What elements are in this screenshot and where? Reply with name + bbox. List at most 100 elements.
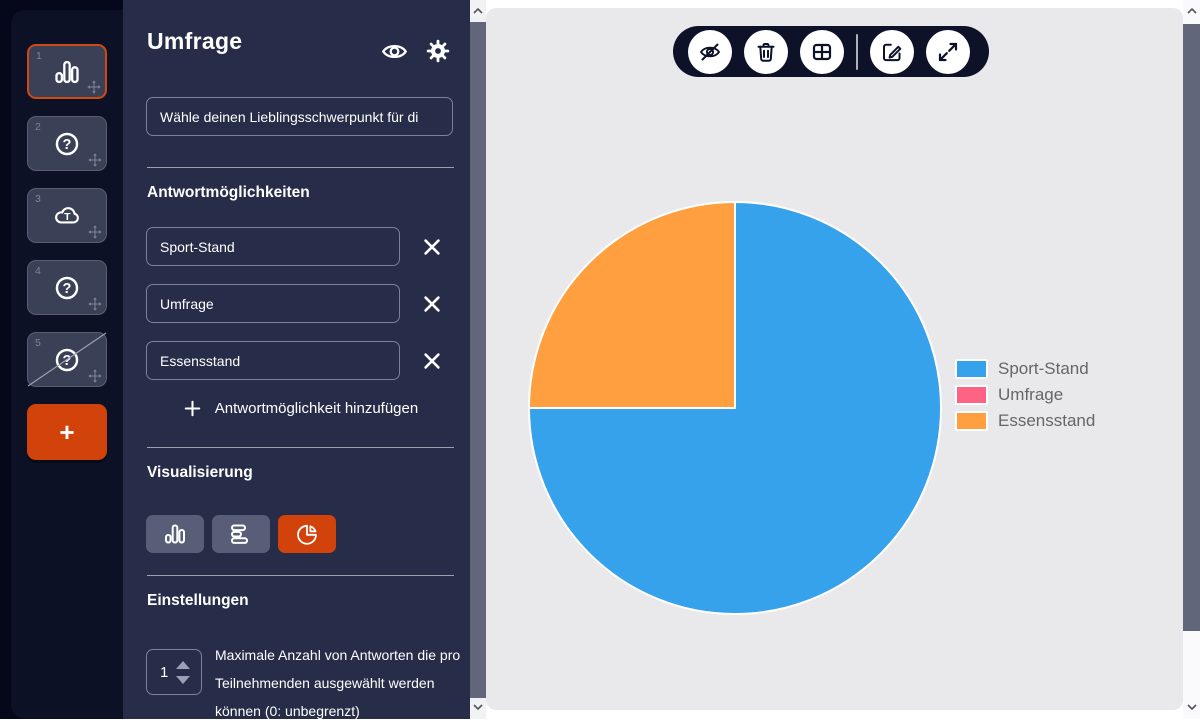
scroll-up-icon[interactable] xyxy=(472,5,484,17)
section-divider xyxy=(147,575,454,576)
slide-thumbnail-4[interactable]: 4? xyxy=(27,260,107,315)
move-icon xyxy=(88,225,102,239)
visualization-options xyxy=(146,515,336,553)
add-answer-label: Antwortmöglichkeit hinzufügen xyxy=(214,399,419,417)
presentation-canvas: Sport-Stand Umfrage Essensstand xyxy=(486,8,1183,710)
page-title: Umfrage xyxy=(147,28,243,54)
eye-off-icon xyxy=(699,43,721,60)
legend-item-Essensstand[interactable]: Essensstand xyxy=(955,411,1095,431)
answer-list xyxy=(146,227,447,380)
slide-number: 5 xyxy=(35,337,41,349)
max-answers-stepper[interactable] xyxy=(146,649,202,695)
gear-icon xyxy=(426,39,450,62)
legend-swatch xyxy=(955,385,988,405)
scrollbar-thumb[interactable] xyxy=(470,22,486,698)
close-icon xyxy=(424,295,440,312)
editor-scrollbar[interactable] xyxy=(470,0,486,719)
visualization-heading: Visualisierung xyxy=(147,464,253,481)
slide-thumbnail-5[interactable]: 5? xyxy=(27,332,107,387)
trash-icon xyxy=(757,42,775,62)
preview-visibility-button[interactable] xyxy=(381,38,409,64)
legend-item-Sport-Stand[interactable]: Sport-Stand xyxy=(955,359,1095,379)
legend-item-Umfrage[interactable]: Umfrage xyxy=(955,385,1095,405)
slide-list: 1 2? 3 T 4? 5? + xyxy=(27,44,107,460)
viz-option-pie-chart[interactable] xyxy=(278,515,336,553)
add-answer-button[interactable]: Antwortmöglichkeit hinzufügen xyxy=(147,392,454,424)
stepper-down-button[interactable] xyxy=(176,675,190,684)
table-button[interactable] xyxy=(800,29,844,74)
question-text-input[interactable] xyxy=(146,97,453,136)
add-slide-button[interactable]: + xyxy=(27,404,107,460)
slide-thumbnail-2[interactable]: 2? xyxy=(27,116,107,171)
question-icon: ? xyxy=(55,132,79,155)
page-scrollbar[interactable] xyxy=(1183,0,1200,719)
drag-handle-icon[interactable] xyxy=(88,225,102,239)
trash-button[interactable] xyxy=(744,29,788,74)
slide-thumbnail-1[interactable]: 1 xyxy=(27,44,107,99)
drag-handle-icon[interactable] xyxy=(87,80,101,94)
drag-handle-icon[interactable] xyxy=(88,297,102,311)
legend-label: Umfrage xyxy=(998,385,1064,404)
pie-slice-Essensstand[interactable] xyxy=(528,201,736,409)
answer-input-3[interactable] xyxy=(146,341,400,380)
drag-handle-icon[interactable] xyxy=(88,369,102,383)
answer-input-2[interactable] xyxy=(146,284,400,323)
delete-answer-button[interactable] xyxy=(421,348,447,374)
eye-icon xyxy=(381,44,408,59)
settings-gear-button[interactable] xyxy=(426,38,451,63)
slide-rail: 1 2? 3 T 4? 5? + xyxy=(11,10,123,719)
svg-text:?: ? xyxy=(63,352,72,368)
drag-handle-icon[interactable] xyxy=(88,153,102,167)
legend-swatch xyxy=(955,359,988,379)
delete-answer-button[interactable] xyxy=(421,291,447,317)
wordcloud-icon: T xyxy=(55,206,79,223)
viz-option-horizontal-bars[interactable] xyxy=(212,515,270,553)
move-icon xyxy=(88,153,102,167)
eye-off-button[interactable] xyxy=(688,29,732,74)
stepper-up-button[interactable] xyxy=(176,660,190,669)
legend-label: Sport-Stand xyxy=(998,359,1089,378)
scroll-up-icon[interactable] xyxy=(1186,5,1198,17)
expand-button[interactable] xyxy=(926,29,970,74)
legend-swatch xyxy=(955,411,988,431)
slide-number: 2 xyxy=(35,121,41,133)
svg-text:?: ? xyxy=(63,280,72,296)
viz-option-bar-chart[interactable] xyxy=(146,515,204,553)
bar-chart-icon xyxy=(165,524,185,544)
answer-row xyxy=(146,227,447,266)
table-icon xyxy=(812,43,832,60)
pie-chart[interactable] xyxy=(486,8,1183,710)
max-answers-value[interactable] xyxy=(147,663,175,681)
section-divider xyxy=(147,447,454,448)
slide-number: 4 xyxy=(35,265,41,277)
slide-number: 3 xyxy=(35,193,41,205)
answers-heading: Antwortmöglichkeiten xyxy=(147,184,310,201)
horizontal-bars-icon xyxy=(231,524,248,544)
close-icon xyxy=(424,352,440,369)
slide-number: 1 xyxy=(36,50,42,62)
move-icon xyxy=(88,369,102,383)
pie-chart-icon xyxy=(297,524,317,545)
question-editor-panel: Umfrage Antwortmöglichkeiten Antwortmögl… xyxy=(123,0,470,719)
scroll-down-icon[interactable] xyxy=(1186,701,1198,713)
max-answers-label: Maximale Anzahl von Antworten die pro Te… xyxy=(215,647,461,719)
chart-legend: Sport-Stand Umfrage Essensstand xyxy=(955,359,1095,431)
slide-toolbar xyxy=(673,26,989,77)
expand-icon xyxy=(938,42,958,61)
answer-input-1[interactable] xyxy=(146,227,400,266)
move-icon xyxy=(88,297,102,311)
bar-chart-icon xyxy=(55,60,79,83)
plus-icon xyxy=(184,400,201,416)
pie-slice-Sport-Stand[interactable] xyxy=(528,201,942,615)
close-icon xyxy=(424,238,440,255)
question-icon: ? xyxy=(55,276,79,299)
scrollbar-thumb[interactable] xyxy=(1183,24,1200,631)
delete-answer-button[interactable] xyxy=(421,234,447,260)
svg-text:T: T xyxy=(64,210,71,222)
plus-icon xyxy=(183,399,202,418)
svg-text:?: ? xyxy=(63,136,72,152)
scroll-down-icon[interactable] xyxy=(472,701,484,713)
edit-button[interactable] xyxy=(870,29,914,74)
